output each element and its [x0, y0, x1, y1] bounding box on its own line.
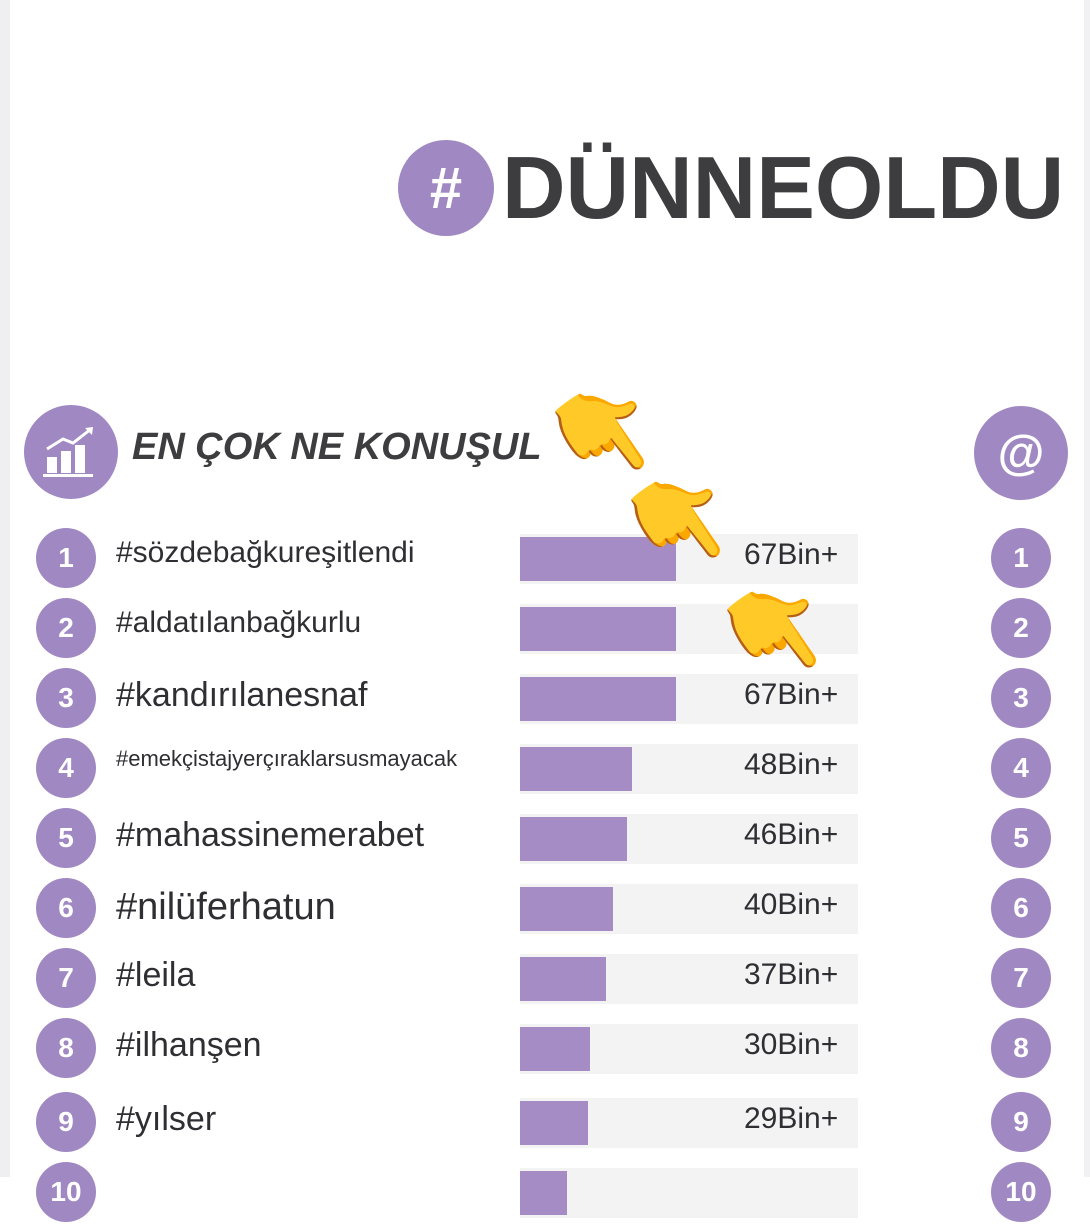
- bar-mark: [520, 747, 632, 791]
- rank-badge-right: 7: [991, 948, 1051, 1008]
- bar-track: [520, 674, 858, 724]
- bar-track: [520, 604, 858, 654]
- rank-badge: 5: [36, 808, 96, 868]
- rank-badge: 9: [36, 1092, 96, 1152]
- right-edge: [1084, 0, 1090, 1177]
- ranking-row: 1 #sözdebağkureşitlendi 67Bin+ 1: [0, 528, 1090, 590]
- rank-badge: 8: [36, 1018, 96, 1078]
- ranking-row: 6 #nilüferhatun 40Bin+ 6: [0, 878, 1090, 940]
- hashtag-label: #aldatılanbağkurlu: [116, 606, 362, 639]
- bar-track: [520, 1024, 858, 1074]
- hashtag-label: #sözdebağkureşitlendi: [116, 536, 415, 569]
- rank-badge-right: 8: [991, 1018, 1051, 1078]
- rank-badge: 3: [36, 668, 96, 728]
- bar-mark: [520, 1101, 588, 1145]
- rank-badge: 2: [36, 598, 96, 658]
- value-label: 29Bin+: [744, 1102, 839, 1135]
- brand-title: DÜNNEOLDU: [502, 138, 1065, 237]
- hashtag-label: #yılser: [116, 1100, 217, 1138]
- ranking-row: 4 #emekçistajyerçıraklarsusmayacak 48Bin+ 4: [0, 738, 1090, 800]
- ranking-row: 5 #mahassinemerabet 46Bin+ 5: [0, 808, 1090, 870]
- rank-badge: 1: [36, 528, 96, 588]
- ranking-row: 2 #aldatılanbağkurlu 2: [0, 598, 1090, 660]
- value-label: 67Bin+: [744, 538, 839, 571]
- rank-badge-right: 2: [991, 598, 1051, 658]
- value-label: 30Bin+: [744, 1028, 839, 1061]
- bar-track: [520, 884, 858, 934]
- rank-badge: 6: [36, 878, 96, 938]
- ranking-row: 9 #yılser 29Bin+ 9: [0, 1092, 1090, 1154]
- hashtag-label: #ilhanşen: [116, 1026, 262, 1064]
- bar-track: [520, 954, 858, 1004]
- bar-track: [520, 814, 858, 864]
- rank-badge-right: 4: [991, 738, 1051, 798]
- bar-mark: [520, 1171, 567, 1215]
- rank-badge-right: 10: [991, 1162, 1051, 1222]
- bar-mark: [520, 957, 606, 1001]
- value-label: 67Bin+: [744, 678, 839, 711]
- bar-mark: [520, 817, 627, 861]
- value-label: 40Bin+: [744, 888, 839, 921]
- rank-badge-right: 3: [991, 668, 1051, 728]
- chart-growth-icon: [24, 405, 118, 499]
- bar-track: [520, 1168, 858, 1218]
- left-edge: [0, 0, 10, 1177]
- bar-track: [520, 534, 858, 584]
- rank-badge: 4: [36, 738, 96, 798]
- hashtag-label: #mahassinemerabet: [116, 816, 425, 854]
- bar-mark: [520, 537, 676, 581]
- bar-mark: [520, 1027, 590, 1071]
- bar-mark: [520, 677, 676, 721]
- rank-badge-right: 9: [991, 1092, 1051, 1152]
- ranking-row: 7 #leila 37Bin+ 7: [0, 948, 1090, 1010]
- hashtag-label: #leila: [116, 956, 196, 994]
- ranking-row: 8 #ilhanşen 30Bin+ 8: [0, 1018, 1090, 1080]
- rank-badge-right: 6: [991, 878, 1051, 938]
- value-label: 46Bin+: [744, 818, 839, 851]
- ranking-row: 10 10: [0, 1162, 1090, 1224]
- hashtag-label: #kandırılanesnaf: [116, 676, 368, 714]
- hash-logo: #: [398, 140, 494, 236]
- rank-badge: 10: [36, 1162, 96, 1222]
- at-icon: @: [974, 406, 1068, 500]
- rank-badge-right: 5: [991, 808, 1051, 868]
- bar-mark: [520, 607, 676, 651]
- ranking-row: 3 #kandırılanesnaf 67Bin+ 3: [0, 668, 1090, 730]
- hashtag-label: #emekçistajyerçıraklarsusmayacak: [116, 746, 458, 771]
- rank-badge-right: 1: [991, 528, 1051, 588]
- value-label: 48Bin+: [744, 748, 839, 781]
- section-title: EN ÇOK NE KONUŞUL: [132, 426, 542, 468]
- rank-badge: 7: [36, 948, 96, 1008]
- hashtag-label: #nilüferhatun: [116, 886, 336, 928]
- bar-mark: [520, 887, 613, 931]
- bar-track: [520, 1098, 858, 1148]
- bar-track: [520, 744, 858, 794]
- value-label: 37Bin+: [744, 958, 839, 991]
